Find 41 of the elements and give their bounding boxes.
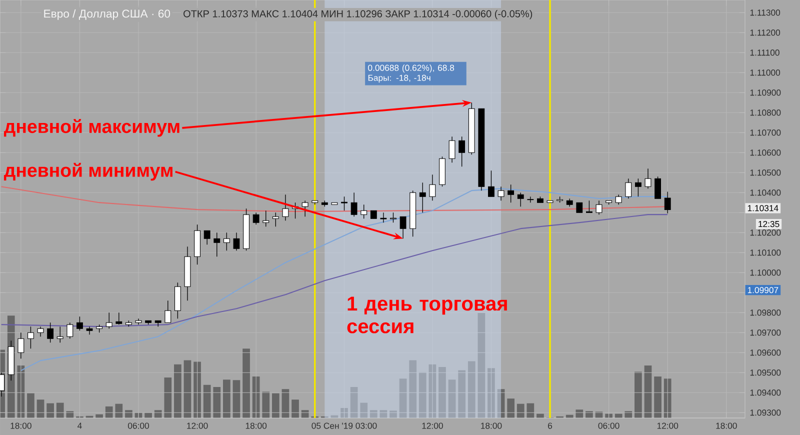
y-tick-label: 1.10400	[750, 190, 781, 196]
x-tick-label: 06:00	[598, 422, 620, 429]
annotation: Бары: -18, -18ч	[368, 74, 430, 83]
x-tick-label: 12:00	[187, 422, 208, 429]
x-tick-label: 12:00	[422, 422, 443, 429]
x-tick-label: 18:00	[10, 422, 32, 429]
y-tick-label: 1.10600	[750, 150, 781, 156]
y-tick-label: 1.09400	[750, 390, 781, 396]
x-tick-label: 18:00	[246, 422, 267, 429]
y-tick-label: 1.09700	[750, 330, 781, 336]
x-tick-label: 18:00	[481, 422, 502, 429]
y-tick-label: 1.10900	[750, 90, 781, 96]
y-tick-label: 1.11300	[750, 10, 780, 16]
x-tick-label: 06:00	[128, 422, 149, 429]
y-tick-label: 1.11200	[750, 30, 780, 36]
y-tick-label: 1.09500	[750, 370, 781, 376]
x-tick-label: 4	[78, 422, 82, 429]
x-tick-label: 6	[548, 422, 552, 429]
y-tick-label: 1.10000	[750, 270, 781, 276]
y-tick-label: 1.10700	[750, 130, 781, 136]
x-tick-label: 18:00	[716, 422, 737, 429]
annotation: 0.00688 (0.62%), 68.8	[368, 64, 454, 73]
annotation: 1 день торговая сессия	[347, 296, 507, 334]
y-tick-label: 1.10200	[750, 230, 781, 236]
annotation: дневной максимум	[4, 119, 180, 137]
y-tick-label: 1.11100	[750, 50, 780, 56]
y-tick-label: 1.11000	[750, 70, 780, 76]
y-tick-label: 1.09300	[750, 410, 781, 416]
y-tick-label: 1.09800	[750, 310, 781, 316]
x-tick-label: 12:00	[657, 422, 678, 429]
text: 1.10314	[748, 205, 778, 212]
y-tick-label: 1.10800	[750, 110, 781, 116]
text: 12:35	[758, 220, 780, 228]
text: Евро / Доллар США · 60	[44, 9, 170, 20]
text: ОТКР 1.10373 МАКС 1.10404 МИН 1.10296 ЗАКР 1.10314 -0.00060 (-0.05%)	[184, 10, 532, 20]
text: 1.09907	[748, 287, 778, 294]
annotation: дневной минимум	[4, 162, 172, 181]
y-tick-label: 1.10100	[750, 250, 781, 256]
x-tick-label: 05 Сен '19 03:00	[312, 422, 377, 429]
y-tick-label: 1.09600	[750, 350, 781, 356]
y-tick-label: 1.10500	[750, 170, 781, 176]
